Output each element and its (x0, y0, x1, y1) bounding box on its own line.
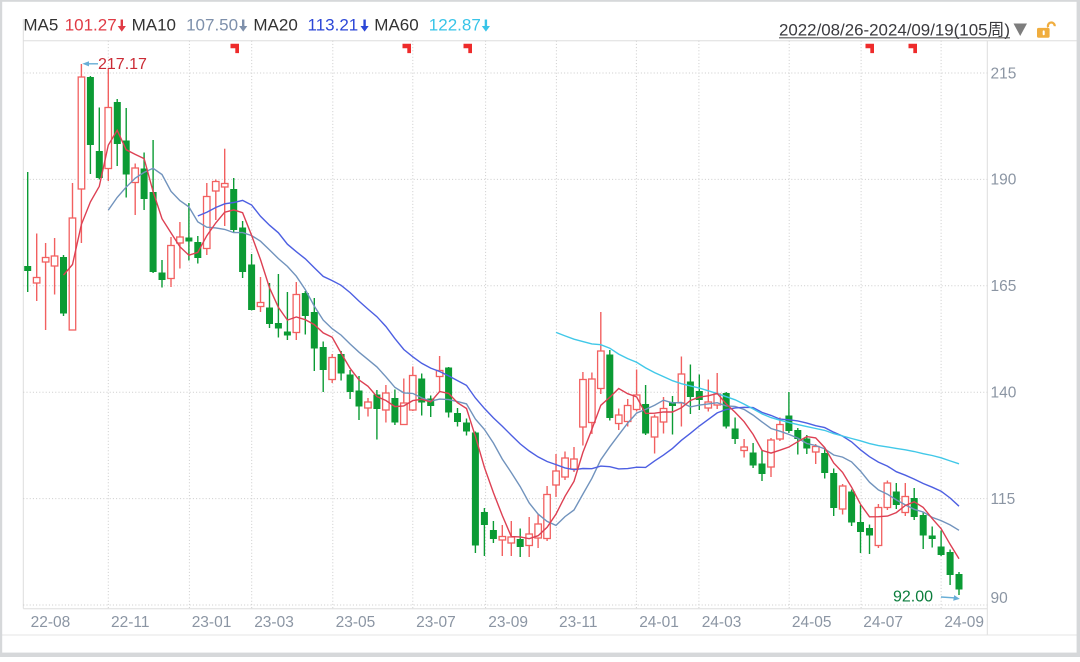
svg-text:23-01: 23-01 (192, 614, 232, 631)
svg-text:23-11: 23-11 (559, 614, 598, 631)
svg-text:107.50: 107.50 (186, 16, 238, 35)
svg-text:24-07: 24-07 (863, 614, 903, 631)
svg-text:MA10: MA10 (132, 16, 176, 35)
svg-text:MA60: MA60 (374, 16, 418, 35)
svg-text:24-09: 24-09 (944, 614, 984, 631)
svg-text:115: 115 (991, 491, 1016, 508)
svg-text:MA5: MA5 (23, 16, 58, 35)
svg-text:217.17: 217.17 (98, 56, 147, 73)
svg-text:92.00: 92.00 (893, 589, 933, 606)
svg-text:22-08: 22-08 (31, 614, 71, 631)
svg-text:MA20: MA20 (253, 16, 297, 35)
svg-text:215: 215 (991, 65, 1017, 82)
svg-text:23-03: 23-03 (254, 614, 294, 631)
svg-text:23-09: 23-09 (488, 614, 528, 631)
svg-text:22-11: 22-11 (111, 614, 150, 631)
svg-text:113.21: 113.21 (308, 16, 359, 35)
svg-text:165: 165 (991, 278, 1017, 295)
svg-text:24-03: 24-03 (702, 614, 742, 631)
svg-text:122.87: 122.87 (429, 16, 481, 35)
svg-text:24-01: 24-01 (639, 614, 679, 631)
svg-text:190: 190 (991, 172, 1017, 189)
svg-text:23-05: 23-05 (336, 614, 376, 631)
svg-text:24-05: 24-05 (792, 614, 832, 631)
svg-text:2022/08/26-2024/09/19(105周): 2022/08/26-2024/09/19(105周) (779, 21, 1010, 40)
svg-text:140: 140 (991, 385, 1017, 402)
svg-text:101.27: 101.27 (65, 16, 117, 35)
svg-text:23-07: 23-07 (416, 614, 456, 631)
svg-text:90: 90 (991, 590, 1009, 607)
